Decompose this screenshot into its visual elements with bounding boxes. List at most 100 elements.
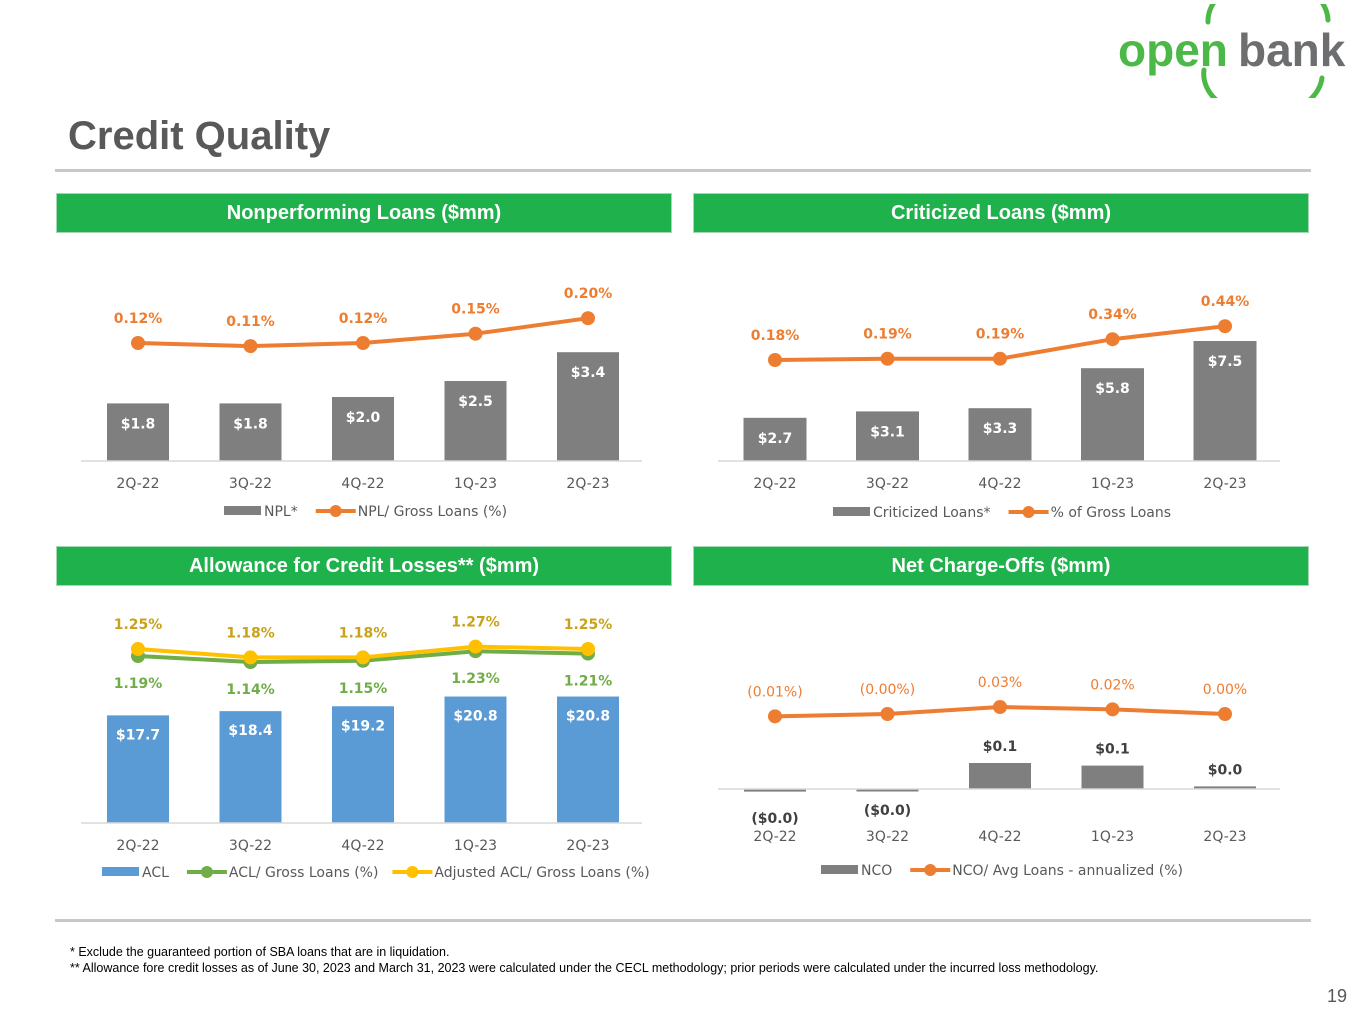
bar-1q-23 — [1081, 368, 1144, 461]
line-label-1q-23: 0.02% — [1090, 677, 1134, 693]
bar-label-4q-22: $2.0 — [346, 410, 381, 426]
legend: NCO NCO/ Avg Loans - annualized (%) — [821, 863, 1183, 879]
line-label-3q-22: 0.11% — [226, 314, 275, 330]
category-label-3q-22: 3Q-22 — [229, 476, 272, 492]
line-point-3q-22 — [243, 650, 258, 665]
line-point-2q-22 — [768, 709, 782, 724]
line-point-1q-23 — [1105, 702, 1120, 717]
category-label-3q-22: 3Q-22 — [866, 829, 909, 845]
category-label-2q-22: 2Q-22 — [753, 476, 796, 492]
line-label-2q-23: 1.21% — [564, 674, 613, 690]
bar-label-1q-23: $2.5 — [458, 394, 493, 410]
legend-marker — [200, 866, 213, 878]
bar-3q-22 — [856, 789, 919, 792]
category-label-1q-23: 1Q-23 — [454, 838, 497, 854]
bar-label-2q-23: $7.5 — [1208, 354, 1243, 370]
page-title: Credit Quality — [68, 114, 331, 158]
bar-4q-22 — [968, 408, 1032, 461]
line-label-4q-22: 0.03% — [978, 675, 1022, 691]
line-point-4q-22 — [993, 351, 1007, 366]
line-label-4q-22: 1.18% — [339, 625, 388, 641]
legend-swatch-acl — [102, 867, 139, 876]
criticized-loans-chart: $2.7 $3.1 $3.3 $5.8 $7.5 2Q-22 3Q-22 4Q-22 1Q-23… — [718, 294, 1280, 521]
bar-3q-22 — [219, 711, 282, 823]
legend-label-bar: Criticized Loans* — [873, 505, 991, 521]
legend-label-bar: NCO — [861, 863, 892, 879]
line-point-2q-22 — [768, 353, 782, 367]
line-label-3q-22: 1.18% — [226, 625, 275, 641]
line-label-1q-23: 0.15% — [451, 302, 500, 318]
legend-label-bar: ACL — [142, 865, 169, 881]
legend-label-line: % of Gross Loans — [1051, 505, 1171, 521]
bar-2q-22 — [107, 403, 169, 461]
panel-header-allowance-credit-losses: Allowance for Credit Losses** ($mm) — [56, 546, 672, 586]
legend-label-bar: NPL* — [264, 504, 298, 520]
category-label-2q-23: 2Q-23 — [1203, 476, 1246, 492]
legend-label-line: NPL/ Gross Loans (%) — [358, 504, 507, 520]
category-label-2q-22: 2Q-22 — [753, 829, 796, 845]
logo-arc-top — [1205, 4, 1331, 25]
bar-label-2q-23: $3.4 — [571, 365, 606, 381]
line-point-1q-23 — [1105, 332, 1120, 347]
bar-2q-23 — [557, 696, 619, 823]
bar-label-4q-22: $3.3 — [983, 421, 1018, 437]
line-label-4q-22: 0.12% — [339, 311, 388, 327]
line-point-2q-22 — [131, 642, 145, 656]
legend-marker — [1022, 506, 1035, 518]
line-point-3q-22 — [880, 351, 895, 366]
line-point-2q-23 — [581, 311, 595, 326]
bar-label-2q-22: $17.7 — [116, 727, 160, 743]
bar-label-2q-23: $20.8 — [566, 709, 610, 725]
bar-label-1q-23: $0.1 — [1095, 742, 1130, 758]
line-label-2q-23: 1.25% — [564, 617, 613, 633]
line-point-1q-23 — [468, 326, 483, 341]
line-label-4q-22: 1.15% — [339, 681, 388, 697]
footnote-acl: ** Allowance fore credit losses as of Ju… — [70, 961, 1099, 975]
line-label-1q-23: 0.34% — [1088, 307, 1137, 323]
line-point-1q-23 — [468, 639, 483, 654]
line-label-3q-22: 1.14% — [226, 682, 275, 698]
panel-header-criticized-loans: Criticized Loans ($mm) — [693, 193, 1309, 233]
bar-label-1q-23: $20.8 — [453, 709, 497, 725]
line-label-1q-23: 1.27% — [451, 615, 500, 631]
line-point-3q-22 — [243, 339, 258, 354]
line-point-4q-22 — [993, 700, 1007, 715]
page-number: 19 — [1326, 986, 1347, 1006]
line-point-4q-22 — [356, 336, 370, 350]
bar-1q-23 — [444, 696, 507, 823]
bar-2q-23 — [1193, 341, 1257, 461]
footer-divider — [55, 919, 1311, 922]
legend-swatch-nco — [821, 865, 858, 874]
logo-arc-bottom — [1201, 67, 1325, 98]
line-label-2q-23: 0.00% — [1203, 682, 1247, 698]
line-label-2q-23: 0.44% — [1201, 294, 1250, 310]
bar-label-2q-22: $1.8 — [121, 416, 156, 432]
legend-swatch-npl- — [224, 506, 261, 515]
bar-2q-22 — [107, 715, 169, 823]
bar-2q-22 — [744, 789, 806, 792]
openbank-logo: open bank — [1118, 4, 1346, 98]
category-label-1q-23: 1Q-23 — [1091, 829, 1134, 845]
allowance-credit-losses-chart: $17.7 $18.4 $19.2 $20.8 $20.8 2Q-22 3Q-22 4Q-22… — [81, 615, 650, 881]
category-label-1q-23: 1Q-23 — [1091, 476, 1134, 492]
category-label-4q-22: 4Q-22 — [978, 476, 1021, 492]
panel-header-nonperforming-loans: Nonperforming Loans ($mm) — [56, 193, 672, 233]
legend-marker — [329, 505, 342, 517]
category-label-2q-23: 2Q-23 — [1203, 829, 1246, 845]
line-label-3q-22: (0.00%) — [860, 682, 915, 698]
legend: Criticized Loans* % of Gross Loans — [833, 505, 1171, 521]
category-label-4q-22: 4Q-22 — [341, 838, 384, 854]
bar-label-3q-22: $3.1 — [870, 424, 905, 440]
bar-1q-23 — [1081, 765, 1144, 789]
bar-label-3q-22: $1.8 — [233, 416, 268, 432]
line-point-2q-23 — [1218, 707, 1232, 721]
bar-4q-22 — [332, 706, 394, 823]
bar-3q-22 — [856, 411, 919, 461]
legend-swatch-criticized-loans- — [833, 507, 870, 516]
title-divider — [55, 169, 1311, 172]
legend-marker — [924, 864, 937, 876]
line-label-4q-22: 0.19% — [976, 327, 1025, 343]
line-label-2q-22: 0.18% — [751, 328, 800, 344]
category-label-4q-22: 4Q-22 — [978, 829, 1021, 845]
line-label-2q-22: 1.19% — [114, 676, 163, 692]
